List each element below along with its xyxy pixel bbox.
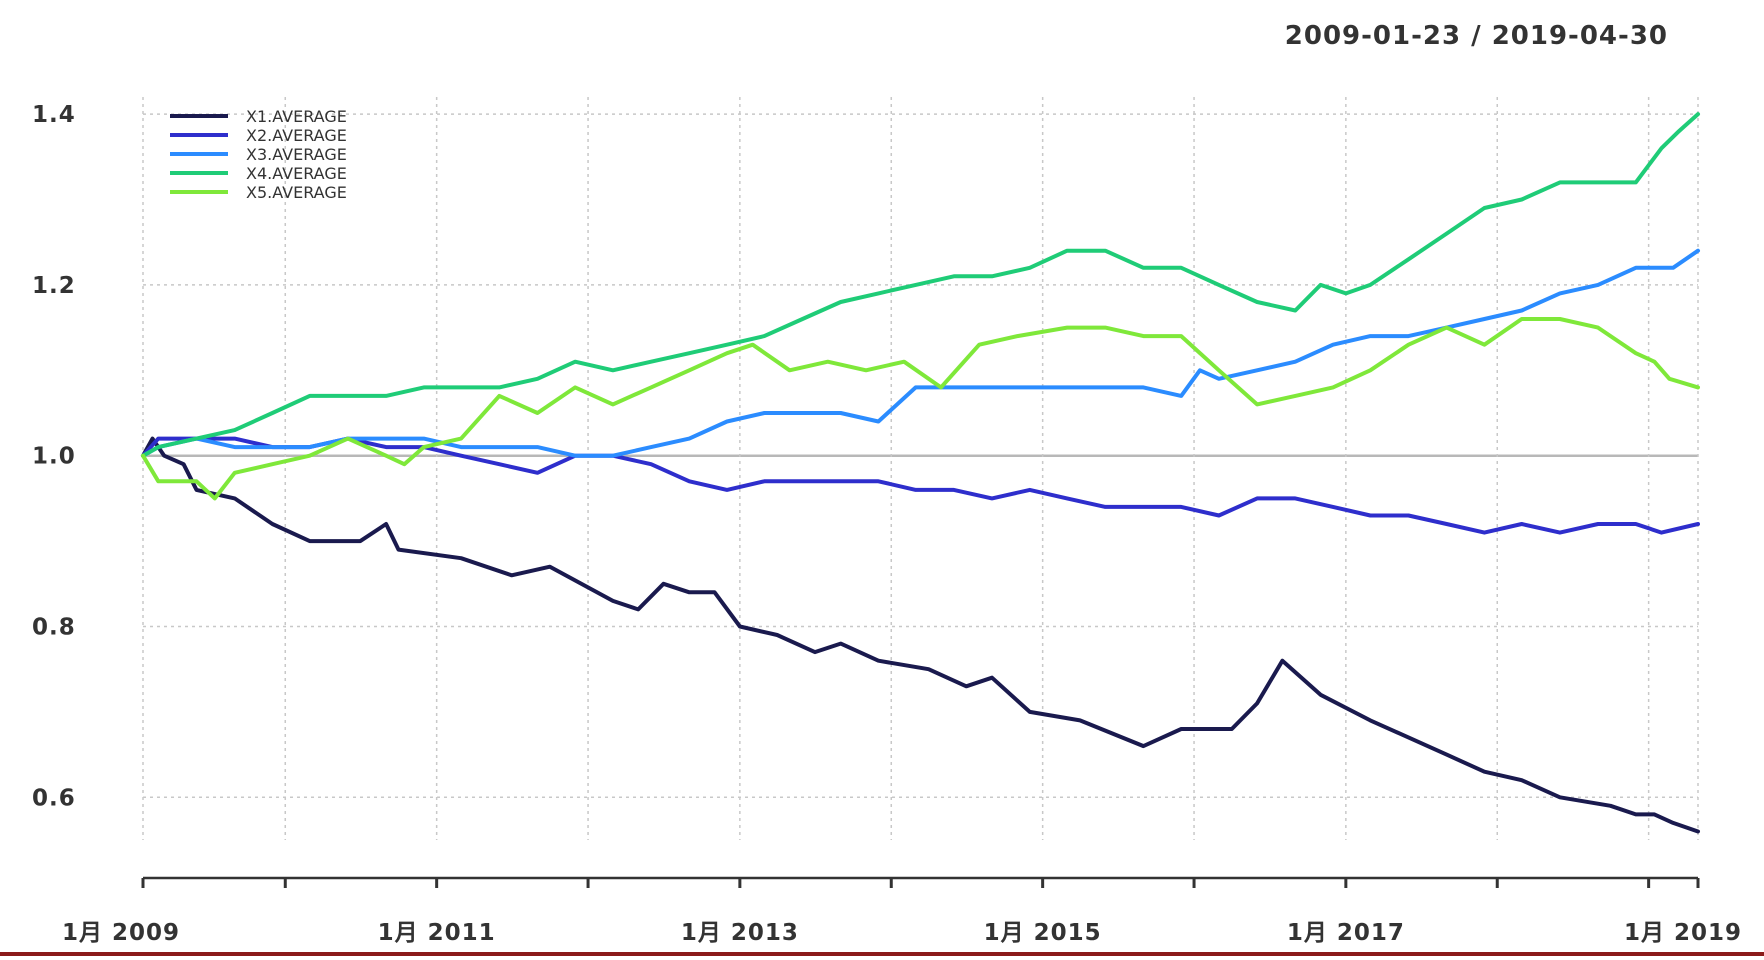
legend-label: X3.AVERAGE [246,145,347,164]
x-tick-label: 1月 2017 [1287,920,1405,946]
y-tick-label: 1.0 [32,444,76,470]
grid [142,97,1699,840]
legend-label: X2.AVERAGE [246,126,347,145]
legend-label: X5.AVERAGE [246,183,347,202]
series-line-3 [141,248,1700,458]
y-tick-label: 0.8 [32,614,76,640]
series-line-2 [141,436,1700,535]
series-lines [141,112,1700,834]
legend-label: X4.AVERAGE [246,164,347,183]
x-axis: 1月 2009 1月 2011 1月 2013 1月 2015 1月 2017 1月 20… [62,876,1742,946]
x-tick-label: 1月 2015 [984,920,1102,946]
legend: X1.AVERAGEX2.AVERAGEX3.AVERAGEX4.AVERAGE… [170,107,347,202]
x-tick-label: 1月 2009 [62,920,180,946]
x-tick-label: 1月 2019 [1624,920,1742,946]
x-tick-label: 1月 2013 [681,920,799,946]
series-line-1 [141,436,1700,834]
series-line-4 [141,112,1700,458]
y-tick-label: 1.4 [32,102,76,128]
series-line-5 [141,317,1700,501]
x-tick-label: 1月 2011 [378,920,496,946]
y-tick-label: 1.2 [32,273,76,299]
bottom-divider [0,952,1764,956]
legend-label: X1.AVERAGE [246,107,347,126]
date-range-label: 2009-01-23 / 2019-04-30 [1285,21,1668,51]
y-tick-label: 0.6 [32,785,76,811]
y-axis: 0.6 0.8 1.0 1.2 1.4 [32,102,76,811]
